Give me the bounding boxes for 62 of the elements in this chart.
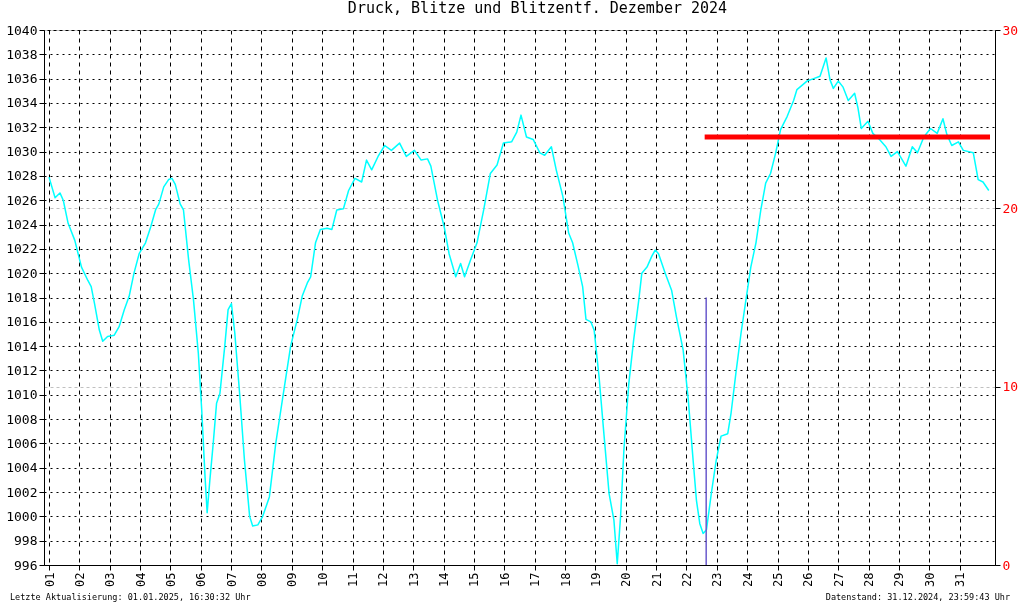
y2-tick-label: 20 bbox=[1002, 200, 1019, 216]
x-tick-label: 27 bbox=[831, 572, 846, 587]
y-tick-label: 1016 bbox=[6, 314, 38, 330]
x-tick-label: 20 bbox=[619, 572, 634, 587]
text: Letzte Aktualisierung: 01.01.2025, 16:30:32 Uhr bbox=[10, 592, 251, 602]
x-tick-label: 19 bbox=[588, 572, 603, 587]
y2-tick-label: 0 bbox=[1002, 557, 1011, 573]
y-tick-label: 1002 bbox=[6, 484, 38, 500]
y-tick-label: 1014 bbox=[6, 338, 38, 354]
x-tick-label: 04 bbox=[133, 572, 148, 587]
x-tick-label: 17 bbox=[528, 572, 543, 587]
line-series bbox=[48, 57, 990, 565]
y-tick-label: 1038 bbox=[6, 46, 38, 62]
y-tick-label: 1030 bbox=[6, 144, 38, 160]
y-tick-label: 1012 bbox=[6, 362, 38, 378]
y-tick-label: 1018 bbox=[6, 290, 38, 305]
y2-tick-label: 10 bbox=[1002, 379, 1019, 395]
y-tick-label: 1010 bbox=[6, 387, 38, 403]
x-tick-label: 09 bbox=[285, 572, 300, 587]
x-tick-label: 02 bbox=[72, 572, 87, 587]
x-tick-label: 10 bbox=[315, 572, 330, 587]
x-tick-label: 16 bbox=[497, 572, 512, 587]
y-tick-label: 1008 bbox=[6, 411, 38, 427]
chart-title: Druck, Blitze und Blitzentf. Dezember 2024 bbox=[347, 0, 728, 17]
y-tick-label: 1026 bbox=[6, 192, 38, 208]
y-tick-label: 1028 bbox=[6, 168, 38, 184]
x-tick-label: 06 bbox=[194, 572, 209, 587]
y-tick-label: 1024 bbox=[6, 217, 38, 233]
x-tick-label: 30 bbox=[922, 572, 937, 587]
x-tick-label: 03 bbox=[103, 572, 118, 587]
y-tick-label: 1034 bbox=[6, 95, 38, 111]
y-tick-label: 1006 bbox=[6, 435, 38, 451]
x-tick-label: 29 bbox=[892, 572, 907, 587]
x-tick-label: 12 bbox=[376, 572, 391, 587]
y-tick-label: 1004 bbox=[6, 460, 38, 476]
y-tick-label: 1020 bbox=[6, 265, 38, 281]
x-tick-label: 21 bbox=[649, 572, 664, 587]
x-tick-label: 22 bbox=[679, 572, 694, 587]
x-tick-label: 15 bbox=[467, 572, 482, 587]
x-tick-label: 26 bbox=[801, 572, 816, 587]
x-tick-label: 05 bbox=[163, 572, 178, 587]
y-tick-label: 996 bbox=[14, 557, 38, 573]
x-tick-label: 18 bbox=[558, 572, 573, 587]
x-tick-label: 23 bbox=[710, 572, 725, 587]
y-tick-label: 1000 bbox=[6, 508, 38, 524]
x-tick-label: 08 bbox=[254, 572, 269, 587]
x-tick-label: 07 bbox=[224, 572, 239, 587]
y-tick-label: 1022 bbox=[6, 241, 38, 257]
y2-tick-label: 30 bbox=[1002, 22, 1019, 38]
y-tick-label: 1032 bbox=[6, 119, 38, 135]
text: Datenstand: 31.12.2024, 23:59:43 Uhr bbox=[825, 592, 1010, 602]
x-tick-label: 01 bbox=[42, 572, 57, 587]
x-tick-label: 14 bbox=[437, 572, 452, 587]
y-tick-label: 998 bbox=[14, 533, 38, 549]
x-tick-label: 25 bbox=[771, 572, 786, 587]
x-tick-label: 13 bbox=[406, 572, 421, 587]
x-tick-label: 28 bbox=[862, 572, 877, 587]
y-tick-label: 1036 bbox=[6, 71, 38, 87]
y-tick-label: 1040 bbox=[6, 22, 38, 38]
x-tick-label: 24 bbox=[740, 572, 755, 587]
x-tick-label: 11 bbox=[346, 572, 361, 587]
x-tick-label: 31 bbox=[953, 572, 968, 587]
